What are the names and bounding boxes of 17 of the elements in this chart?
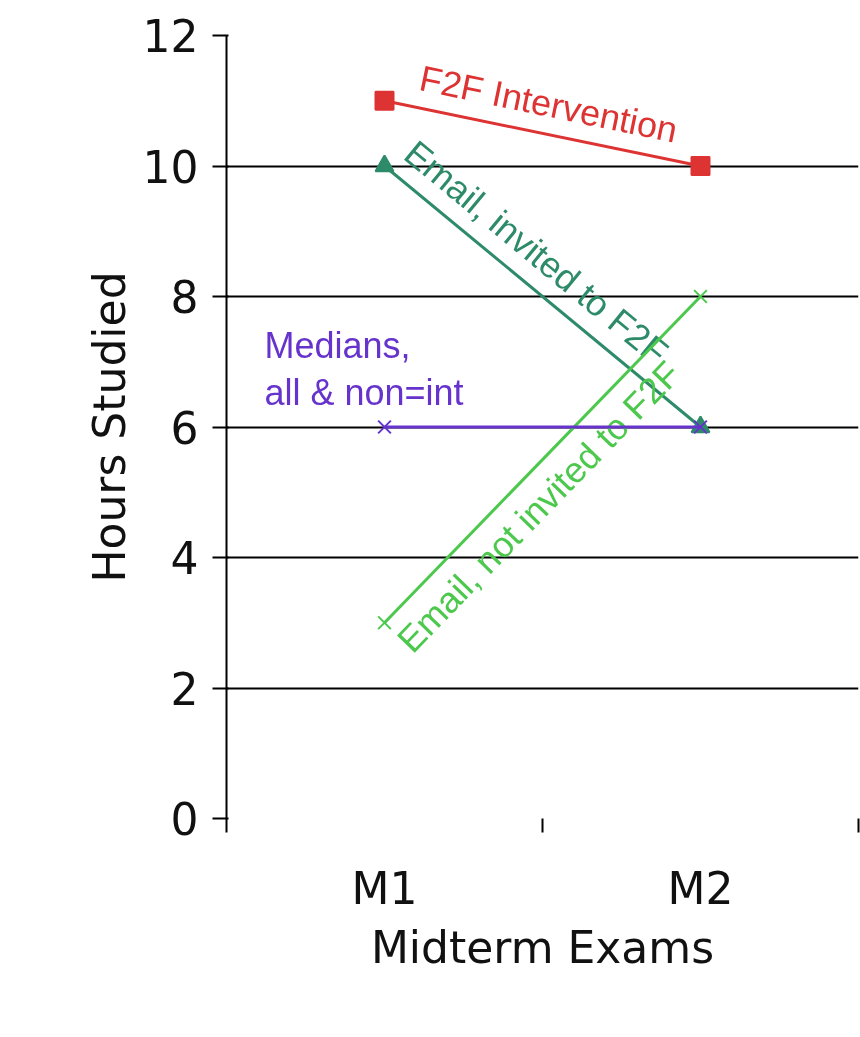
x-axis-title: Midterm Exams bbox=[370, 921, 715, 973]
y-tick-label: 6 bbox=[170, 402, 199, 454]
y-axis-title: Hours Studied bbox=[83, 271, 135, 583]
y-tick-label: 12 bbox=[142, 11, 199, 62]
point bbox=[690, 156, 711, 176]
y-tick-label: 10 bbox=[142, 141, 199, 193]
x-tick-label: M1 bbox=[351, 862, 418, 914]
point bbox=[377, 419, 392, 435]
y-tick-label: 8 bbox=[170, 272, 199, 323]
y-tick-label: 2 bbox=[170, 663, 199, 715]
point bbox=[377, 615, 392, 631]
y-tick-label: 4 bbox=[170, 533, 199, 584]
y-tick-label: 0 bbox=[170, 794, 199, 845]
point bbox=[374, 90, 395, 111]
series-label: Medians, all & non=int bbox=[264, 324, 464, 413]
x-tick-label: M2 bbox=[667, 862, 734, 914]
point bbox=[693, 289, 708, 304]
